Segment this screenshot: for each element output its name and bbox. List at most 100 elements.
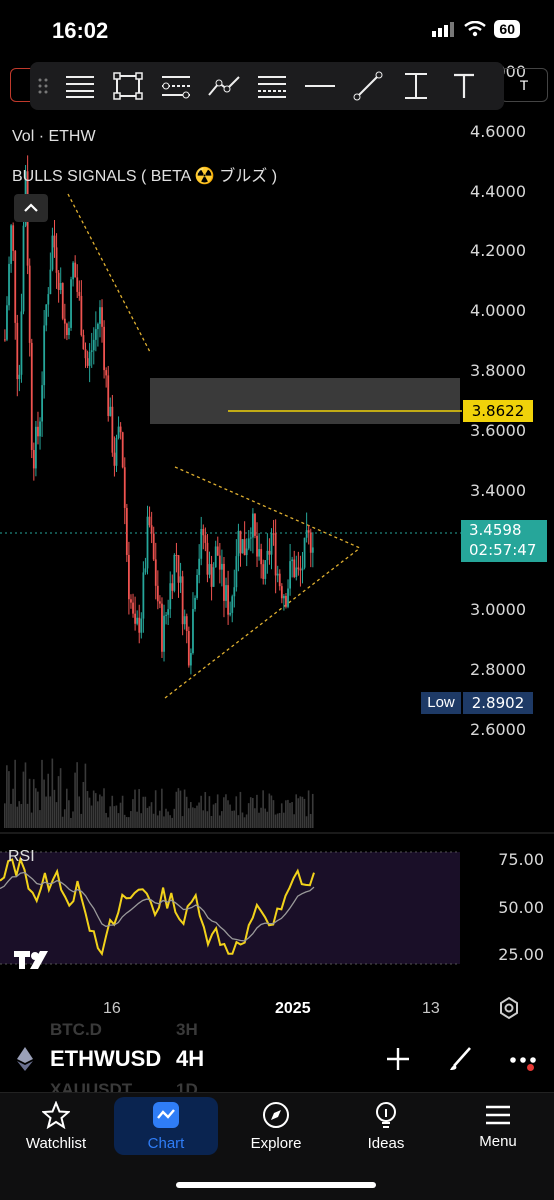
volume-bar (252, 798, 254, 828)
volume-bar (109, 806, 111, 828)
candle-body (99, 307, 101, 324)
volume-bar (6, 765, 8, 828)
price-range-icon[interactable] (392, 62, 440, 110)
candle-body (97, 323, 99, 330)
nav-explore[interactable]: Explore (224, 1097, 328, 1155)
candle-body (146, 516, 149, 569)
candle-body (80, 295, 83, 336)
volume-bar (177, 788, 180, 828)
collapse-legend-button[interactable] (14, 194, 48, 222)
volume-bar (16, 806, 18, 828)
candle-body (194, 597, 196, 610)
volume-bar (20, 804, 23, 828)
chart-settings-icon[interactable] (497, 996, 521, 1020)
low-price-tag: 2.8902 (463, 692, 533, 714)
toolbar-right-label: T (519, 77, 529, 93)
candle-body (142, 572, 145, 619)
candle-body (276, 573, 279, 576)
volume-legend[interactable]: Vol · ETHW (12, 128, 96, 145)
trend-line-icon[interactable] (344, 62, 392, 110)
volume-bar (18, 801, 21, 828)
time-axis[interactable]: 16 2025 13 (0, 990, 554, 1026)
home-indicator (176, 1182, 376, 1188)
rsi-tick: 75.00 (498, 850, 544, 869)
candle-body (293, 559, 296, 577)
price-axis-label: 3.0000 (470, 600, 526, 620)
candle-body (88, 352, 91, 366)
more-icon[interactable] (510, 1054, 536, 1066)
indicator-legend[interactable]: BULLS SIGNALS ( BETA ☢️ ブルズ ) (12, 168, 278, 185)
candle-body (303, 537, 306, 568)
level-price-tag: 3.8622 (463, 400, 533, 422)
candle-body (208, 564, 211, 575)
volume-bar (305, 816, 308, 828)
candle-body (55, 247, 58, 273)
nav-chart[interactable]: Chart (114, 1097, 218, 1155)
candle-body (231, 596, 234, 613)
volume-bar (32, 779, 35, 828)
volume-bar (229, 804, 231, 828)
candle-body (218, 555, 221, 570)
volume-bar (43, 779, 45, 828)
candle-body (152, 533, 155, 560)
volume-bar (200, 795, 202, 828)
volume-bar (185, 796, 188, 828)
candle-body (132, 602, 134, 614)
drawing-toolbar[interactable] (30, 62, 504, 110)
volume-bar (132, 799, 134, 828)
rsi-legend[interactable]: RSI (8, 848, 35, 865)
nav-menu[interactable]: Menu (446, 1097, 550, 1155)
symbol-name[interactable]: ETHWUSD (50, 1046, 162, 1071)
horizontal-ray-icon[interactable] (296, 62, 344, 110)
interval-selector[interactable]: 4H (176, 1046, 205, 1071)
current-price: 3.4598 (469, 521, 522, 539)
volume-bar (30, 812, 33, 828)
symbol-bar[interactable]: BTC.D 3H XAUUSDT 1D ETHWUSD 4H (0, 1020, 554, 1099)
volume-bar (171, 817, 173, 828)
candle-body (307, 530, 310, 533)
parallel-channel-icon[interactable] (152, 62, 200, 110)
volume-bar (94, 793, 97, 828)
candle-body (177, 555, 180, 583)
candle-body (113, 452, 116, 466)
candle-body (111, 406, 114, 453)
candle-body (227, 585, 229, 615)
candle-body (74, 262, 77, 278)
volume-bar (297, 798, 300, 828)
candle-body (179, 576, 182, 583)
horizontal-lines-icon[interactable] (56, 62, 104, 110)
text-icon[interactable] (440, 62, 488, 110)
candle-body (70, 279, 72, 328)
fib-icon[interactable] (248, 62, 296, 110)
candle-body (130, 599, 132, 603)
candle-body (216, 546, 219, 556)
candle-body (241, 539, 244, 554)
candle-body (78, 291, 81, 296)
candle-body (154, 559, 157, 586)
volume-bar (210, 815, 213, 828)
rectangle-icon[interactable] (104, 62, 152, 110)
volume-bar (295, 794, 297, 828)
volume-bar (254, 808, 256, 828)
candle-body (109, 406, 112, 416)
volume-bar (256, 794, 258, 828)
candle-body (107, 375, 110, 416)
nav-watchlist[interactable]: Watchlist (4, 1097, 108, 1155)
toolbar-right-chip[interactable]: T (500, 68, 548, 102)
compass-icon (263, 1101, 289, 1128)
candle-body (200, 528, 203, 559)
path-icon[interactable] (200, 62, 248, 110)
volume-bar (218, 815, 221, 828)
draw-brush-icon[interactable] (446, 1044, 476, 1074)
volume-bar (223, 797, 225, 828)
price-chart[interactable] (0, 62, 554, 1022)
candle-body (41, 385, 43, 422)
candle-body (136, 617, 139, 624)
add-icon[interactable] (385, 1046, 411, 1072)
nav-ideas[interactable]: Ideas (334, 1097, 438, 1155)
volume-bar (245, 814, 248, 828)
volume-bar (142, 796, 145, 828)
candle-body (30, 342, 33, 450)
chart-area[interactable]: 4.80004.60004.40004.20004.00003.80003.60… (0, 62, 554, 1022)
grip-icon[interactable] (30, 62, 56, 110)
